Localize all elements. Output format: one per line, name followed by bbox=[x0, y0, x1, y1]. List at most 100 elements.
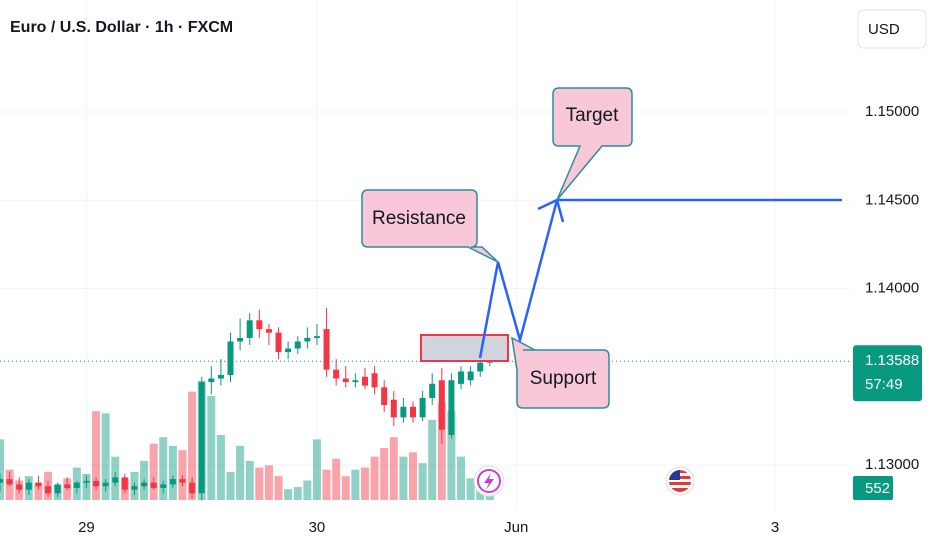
annotation: Target bbox=[566, 105, 620, 126]
volume-bar bbox=[408, 452, 417, 500]
candle-body bbox=[304, 337, 311, 342]
candle-body bbox=[256, 320, 263, 330]
us-flag bbox=[669, 470, 691, 492]
candle-body bbox=[458, 371, 465, 384]
candle-body bbox=[150, 482, 157, 488]
candle-body bbox=[246, 320, 253, 338]
callout-support bbox=[511, 336, 610, 409]
drawings: Resistance Target Support bbox=[361, 87, 842, 497]
candle-body bbox=[265, 329, 272, 333]
last-price-label: 1.13588 bbox=[865, 352, 919, 369]
candle-body bbox=[285, 348, 292, 353]
volume-bar bbox=[236, 445, 245, 500]
arrow-head bbox=[555, 199, 565, 223]
candle-body bbox=[477, 362, 484, 372]
last-price-tag bbox=[853, 345, 922, 402]
candle-body bbox=[35, 482, 42, 487]
volume-bar bbox=[168, 445, 177, 500]
volume-bar bbox=[264, 465, 273, 500]
candle-body bbox=[371, 373, 378, 388]
volume-bar bbox=[34, 482, 43, 500]
candle-body bbox=[294, 341, 301, 349]
candle-body bbox=[131, 486, 138, 490]
volume-bar bbox=[312, 439, 321, 500]
candle-body bbox=[16, 484, 23, 490]
candle-body bbox=[419, 397, 426, 418]
currency-box[interactable] bbox=[857, 9, 927, 49]
candle-body bbox=[141, 482, 148, 487]
candle-body bbox=[93, 480, 100, 487]
volume-bar bbox=[178, 450, 187, 500]
candle-body bbox=[160, 484, 167, 488]
annotation: Support bbox=[530, 368, 597, 389]
axes: 1.15000 1.14500 1.14000 1.13000 29 30 Jun 3 1.13… bbox=[78, 103, 922, 536]
candle-body bbox=[0, 479, 3, 483]
candle-body bbox=[102, 482, 109, 487]
volume-bar bbox=[332, 458, 341, 500]
arrow-head bbox=[537, 198, 558, 211]
candle-body bbox=[6, 479, 13, 485]
countdown: 57:49 bbox=[865, 376, 903, 393]
candle-body bbox=[208, 378, 215, 383]
callout-target bbox=[552, 87, 633, 201]
candle-body bbox=[342, 378, 349, 383]
projection-path bbox=[478, 198, 842, 359]
volume-bar bbox=[389, 437, 398, 500]
volume-bar bbox=[188, 391, 197, 500]
volume-bar bbox=[207, 396, 216, 500]
candle-body bbox=[227, 341, 234, 375]
volume-bar bbox=[428, 419, 437, 500]
candle-body bbox=[83, 480, 90, 483]
candle-body bbox=[169, 479, 176, 485]
candle-body bbox=[361, 376, 368, 386]
y-tick-label: 1.14000 bbox=[865, 279, 919, 296]
candle-body bbox=[45, 486, 52, 494]
lightning-bolt bbox=[484, 473, 494, 490]
candle-body bbox=[54, 484, 61, 494]
volume-bar bbox=[341, 476, 350, 500]
volume-bar bbox=[245, 461, 254, 500]
candle-body bbox=[381, 387, 388, 405]
volume-bar bbox=[370, 456, 379, 500]
zone-box bbox=[420, 334, 509, 362]
candle-body bbox=[64, 484, 71, 488]
volume-bar bbox=[0, 439, 4, 500]
volume-bar bbox=[418, 463, 427, 500]
candle-body bbox=[429, 383, 436, 398]
volume-bar bbox=[92, 411, 101, 500]
candle-body bbox=[237, 337, 244, 342]
x-tick-label: 30 bbox=[309, 519, 326, 536]
candle-body bbox=[121, 477, 128, 490]
volume-bar bbox=[380, 448, 389, 500]
y-tick-label: 1.13000 bbox=[865, 456, 919, 473]
price-axis bbox=[850, 0, 932, 550]
volume-bar bbox=[322, 469, 331, 500]
candle-body bbox=[467, 371, 474, 381]
volume-bar bbox=[437, 402, 446, 500]
candle-body bbox=[400, 406, 407, 418]
x-tick-label: 3 bbox=[771, 519, 779, 536]
volume-bar bbox=[216, 435, 225, 500]
candle-body bbox=[333, 369, 340, 379]
candle-body bbox=[25, 482, 32, 490]
volume-bar bbox=[284, 489, 293, 500]
candle-body bbox=[313, 336, 320, 338]
currency: USD bbox=[868, 21, 900, 38]
candle-body bbox=[189, 482, 196, 494]
volume-bar bbox=[457, 456, 466, 500]
x-tick-label: Jun bbox=[504, 519, 528, 536]
volume-tag bbox=[853, 476, 893, 500]
volume-bar bbox=[274, 476, 283, 500]
volume-bar bbox=[399, 456, 408, 500]
volume-bar bbox=[447, 411, 456, 500]
volume-bar bbox=[351, 469, 360, 500]
volume-bar bbox=[293, 487, 302, 500]
candle-layer bbox=[0, 307, 850, 501]
volume-bar bbox=[466, 478, 475, 500]
candle-body bbox=[217, 375, 224, 379]
volume-label: 552 bbox=[865, 480, 890, 497]
volume-bar bbox=[360, 467, 369, 500]
volume-bar bbox=[226, 471, 235, 500]
